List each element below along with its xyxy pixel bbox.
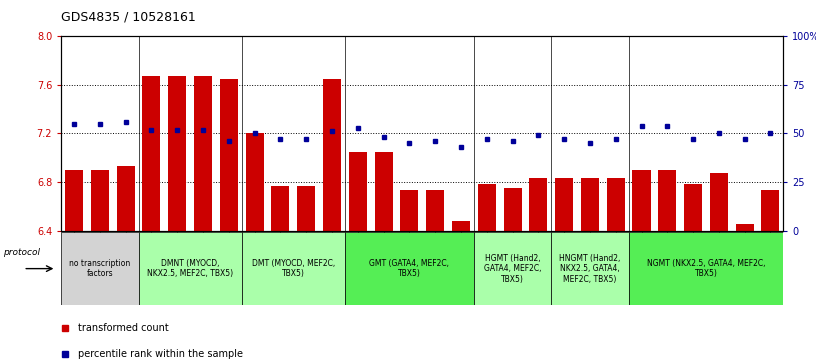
Text: GDS4835 / 10528161: GDS4835 / 10528161 xyxy=(61,11,196,24)
Bar xyxy=(297,185,315,231)
Bar xyxy=(65,170,83,231)
Bar xyxy=(323,79,341,231)
Text: GMT (GATA4, MEF2C,
TBX5): GMT (GATA4, MEF2C, TBX5) xyxy=(370,259,450,278)
Bar xyxy=(272,185,290,231)
Bar xyxy=(91,170,109,231)
Bar xyxy=(168,76,186,231)
Bar xyxy=(477,184,496,231)
Bar xyxy=(555,178,573,231)
Bar xyxy=(552,232,628,305)
Bar xyxy=(246,133,264,231)
Bar xyxy=(503,188,521,231)
Bar xyxy=(375,152,392,231)
Bar xyxy=(606,178,625,231)
Bar xyxy=(659,170,676,231)
Bar xyxy=(452,221,470,231)
Bar xyxy=(684,184,702,231)
Text: HNGMT (Hand2,
NKX2.5, GATA4,
MEF2C, TBX5): HNGMT (Hand2, NKX2.5, GATA4, MEF2C, TBX5… xyxy=(559,254,621,284)
Bar xyxy=(628,232,783,305)
Bar xyxy=(401,191,419,231)
Text: percentile rank within the sample: percentile rank within the sample xyxy=(78,349,242,359)
Bar xyxy=(242,232,345,305)
Bar xyxy=(139,232,242,305)
Bar xyxy=(474,232,552,305)
Text: NGMT (NKX2.5, GATA4, MEF2C,
TBX5): NGMT (NKX2.5, GATA4, MEF2C, TBX5) xyxy=(647,259,765,278)
Bar xyxy=(530,178,548,231)
Bar xyxy=(761,191,779,231)
Text: DMT (MYOCD, MEF2C,
TBX5): DMT (MYOCD, MEF2C, TBX5) xyxy=(251,259,335,278)
Bar xyxy=(348,152,367,231)
Bar xyxy=(194,76,212,231)
Text: protocol: protocol xyxy=(3,248,40,257)
Text: transformed count: transformed count xyxy=(78,323,168,333)
Bar xyxy=(345,232,474,305)
Bar xyxy=(632,170,650,231)
Bar xyxy=(117,166,135,231)
Text: no transcription
factors: no transcription factors xyxy=(69,259,131,278)
Bar xyxy=(426,191,444,231)
Bar xyxy=(143,76,161,231)
Bar xyxy=(220,79,238,231)
Bar xyxy=(61,232,139,305)
Bar xyxy=(581,178,599,231)
Text: DMNT (MYOCD,
NKX2.5, MEF2C, TBX5): DMNT (MYOCD, NKX2.5, MEF2C, TBX5) xyxy=(147,259,233,278)
Bar xyxy=(710,174,728,231)
Text: HGMT (Hand2,
GATA4, MEF2C,
TBX5): HGMT (Hand2, GATA4, MEF2C, TBX5) xyxy=(484,254,541,284)
Bar xyxy=(736,224,754,231)
